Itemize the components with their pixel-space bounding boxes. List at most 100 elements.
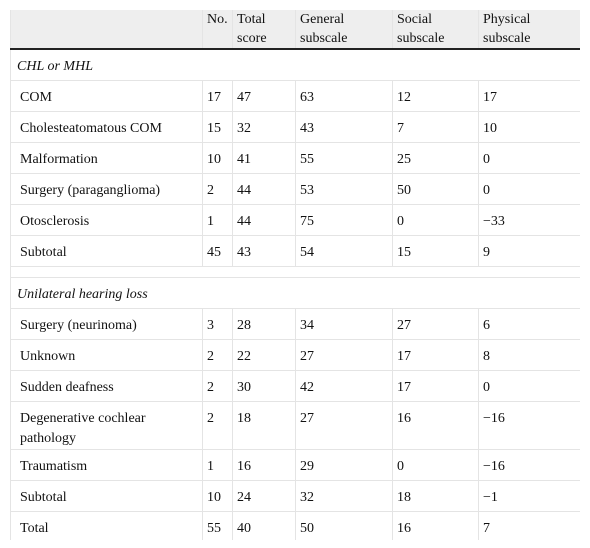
spacer-row [10, 266, 580, 278]
cell: 17 [478, 80, 580, 112]
cell: 27 [295, 401, 393, 450]
header-row: No. Total score General subscale Social sub… [10, 10, 580, 50]
cell: 75 [295, 204, 393, 236]
cell: 22 [232, 339, 296, 371]
cell: 17 [392, 370, 479, 402]
cell: 43 [232, 235, 296, 267]
cell: 55 [202, 511, 233, 540]
table-body: CHL or MHL COM 17 47 63 12 17 Cholesteatomatous… [10, 48, 580, 540]
row-label: Surgery (neurinoma) [10, 308, 203, 340]
cell: 10 [478, 111, 580, 143]
header-cell [10, 10, 203, 50]
cell: 30 [232, 370, 296, 402]
cell: 7 [478, 511, 580, 540]
cell: 24 [232, 480, 296, 512]
section-row: Unilateral hearing loss [10, 277, 580, 309]
row-label: Otosclerosis [10, 204, 203, 236]
cell: 2 [202, 339, 233, 371]
cell: 50 [392, 173, 479, 205]
cell: 2 [202, 173, 233, 205]
cell: 18 [392, 480, 479, 512]
row-label: Traumatism [10, 449, 203, 481]
section-title: CHL or MHL [10, 48, 580, 81]
data-row: Malformation 10 41 55 25 0 [10, 142, 580, 174]
data-row: Otosclerosis 1 44 75 0 −33 [10, 204, 580, 236]
data-row: Surgery (paraganglioma) 2 44 53 50 0 [10, 173, 580, 205]
cell: 43 [295, 111, 393, 143]
cell: 45 [202, 235, 233, 267]
header-cell: General subscale [295, 10, 393, 50]
cell: 42 [295, 370, 393, 402]
cell: 10 [202, 480, 233, 512]
cell: 8 [478, 339, 580, 371]
cell: 1 [202, 204, 233, 236]
cell: 16 [392, 401, 479, 450]
data-table: No. Total score General subscale Social sub… [10, 10, 580, 540]
cell: 32 [232, 111, 296, 143]
data-row: Traumatism 1 16 29 0 −16 [10, 449, 580, 481]
cell: 3 [202, 308, 233, 340]
header-cell: Total score [232, 10, 296, 50]
cell: 0 [478, 370, 580, 402]
cell: 12 [392, 80, 479, 112]
row-label: COM [10, 80, 203, 112]
cell: 7 [392, 111, 479, 143]
data-row: Sudden deafness 2 30 42 17 0 [10, 370, 580, 402]
header-cell: Social subscale [392, 10, 479, 50]
cell: 44 [232, 204, 296, 236]
cell: −33 [478, 204, 580, 236]
data-row: Degenerative cochlear pathology 2 18 27 16 −1… [10, 401, 580, 450]
row-label: Total [10, 511, 203, 540]
row-label: Malformation [10, 142, 203, 174]
cell: 10 [202, 142, 233, 174]
cell: 34 [295, 308, 393, 340]
row-label: Subtotal [10, 480, 203, 512]
data-row: Total 55 40 50 16 7 [10, 511, 580, 540]
cell: 47 [232, 80, 296, 112]
cell: 0 [392, 449, 479, 481]
row-label: Degenerative cochlear pathology [10, 401, 203, 450]
table-container: No. Total score General subscale Social sub… [10, 10, 580, 540]
cell: 50 [295, 511, 393, 540]
row-label: Subtotal [10, 235, 203, 267]
cell: 29 [295, 449, 393, 481]
data-row: Unknown 2 22 27 17 8 [10, 339, 580, 371]
data-row: Surgery (neurinoma) 3 28 34 27 6 [10, 308, 580, 340]
spacer-cell [10, 266, 580, 278]
cell: 17 [392, 339, 479, 371]
cell: 2 [202, 401, 233, 450]
cell: 15 [202, 111, 233, 143]
cell: 16 [392, 511, 479, 540]
cell: 0 [478, 142, 580, 174]
cell: 53 [295, 173, 393, 205]
cell: 15 [392, 235, 479, 267]
header-cell: Physical subscale [478, 10, 580, 50]
cell: 6 [478, 308, 580, 340]
cell: 28 [232, 308, 296, 340]
cell: −1 [478, 480, 580, 512]
cell: 0 [392, 204, 479, 236]
row-label: Cholesteatomatous COM [10, 111, 203, 143]
header-cell: No. [202, 10, 233, 50]
cell: 55 [295, 142, 393, 174]
cell: 0 [478, 173, 580, 205]
data-row: COM 17 47 63 12 17 [10, 80, 580, 112]
cell: 44 [232, 173, 296, 205]
data-row: Subtotal 10 24 32 18 −1 [10, 480, 580, 512]
data-row: Subtotal 45 43 54 15 9 [10, 235, 580, 267]
row-label: Unknown [10, 339, 203, 371]
cell: 27 [392, 308, 479, 340]
data-row: Cholesteatomatous COM 15 32 43 7 10 [10, 111, 580, 143]
row-label: Surgery (paraganglioma) [10, 173, 203, 205]
cell: 40 [232, 511, 296, 540]
cell: 32 [295, 480, 393, 512]
cell: 9 [478, 235, 580, 267]
cell: −16 [478, 449, 580, 481]
cell: 27 [295, 339, 393, 371]
cell: 41 [232, 142, 296, 174]
cell: 17 [202, 80, 233, 112]
section-row: CHL or MHL [10, 48, 580, 81]
cell: 18 [232, 401, 296, 450]
section-title: Unilateral hearing loss [10, 277, 580, 309]
cell: 1 [202, 449, 233, 481]
